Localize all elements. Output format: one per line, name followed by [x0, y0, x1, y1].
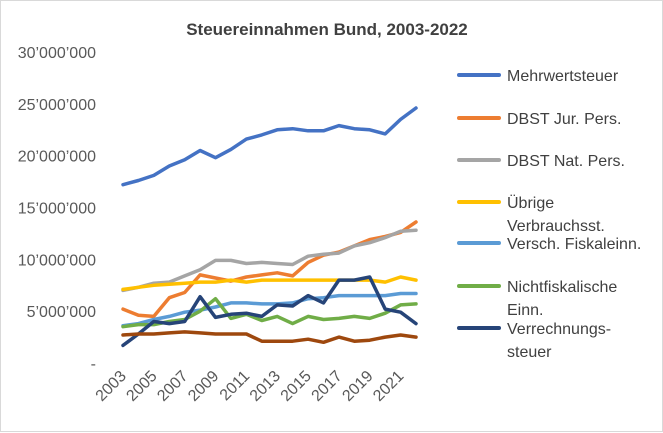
legend-label: steuer — [507, 344, 552, 361]
x-tick-label: 2011 — [217, 368, 253, 404]
y-tick-label: 5’000’000 — [27, 304, 97, 321]
series-line-1 — [121, 220, 418, 319]
y-tick-label: 10’000’000 — [18, 252, 96, 269]
chart-title: Steuereinnahmen Bund, 2003-2022 — [186, 20, 468, 39]
y-tick-label: 20’000’000 — [18, 149, 96, 166]
series-line-6 — [121, 275, 418, 348]
y-tick-label: 15’000’000 — [18, 201, 96, 218]
y-axis: - 5’000’000 10’000’000 15’000’000 20’000’000… — [18, 45, 96, 373]
series-line-5 — [121, 296, 418, 329]
series-line-7 — [121, 330, 418, 345]
x-tick-label: 2015 — [278, 368, 315, 405]
x-tick-label: 2007 — [154, 368, 191, 405]
x-tick-label: 2005 — [123, 368, 160, 405]
series-line-0 — [121, 106, 418, 187]
legend-label: Verbrauchsst. — [507, 218, 605, 235]
legend-label: Übrige — [507, 194, 554, 212]
legend-label: DBST Jur. Pers. — [507, 111, 621, 128]
legend-label: Nichtfiskalische — [507, 279, 617, 296]
series-lines — [121, 106, 418, 348]
y-tick-label: 25’000’000 — [18, 97, 96, 114]
x-tick-label: 2003 — [93, 368, 130, 405]
series-line-3 — [121, 275, 418, 292]
y-tick-label: - — [91, 356, 96, 373]
series-line-4 — [121, 291, 418, 328]
legend-label: DBST Nat. Pers. — [507, 153, 625, 170]
x-tick-label: 2009 — [185, 368, 222, 405]
x-tick-label: 2013 — [247, 368, 284, 405]
legend-label: Einn. — [507, 302, 543, 319]
x-tick-label: 2019 — [339, 368, 376, 405]
series-line-2 — [121, 228, 418, 293]
legend-label: Versch. Fiskaleinn. — [507, 236, 641, 253]
x-tick-label: 2021 — [370, 368, 407, 405]
y-tick-label: 30’000’000 — [18, 45, 96, 62]
legend-label: Mehrwertsteuer — [507, 68, 619, 85]
x-tick-label: 2017 — [309, 368, 346, 405]
legend-label: Verrechnungs- — [507, 321, 611, 338]
legend: Mehrwertsteuer DBST Jur. Pers. DBST Nat. P… — [457, 68, 641, 361]
